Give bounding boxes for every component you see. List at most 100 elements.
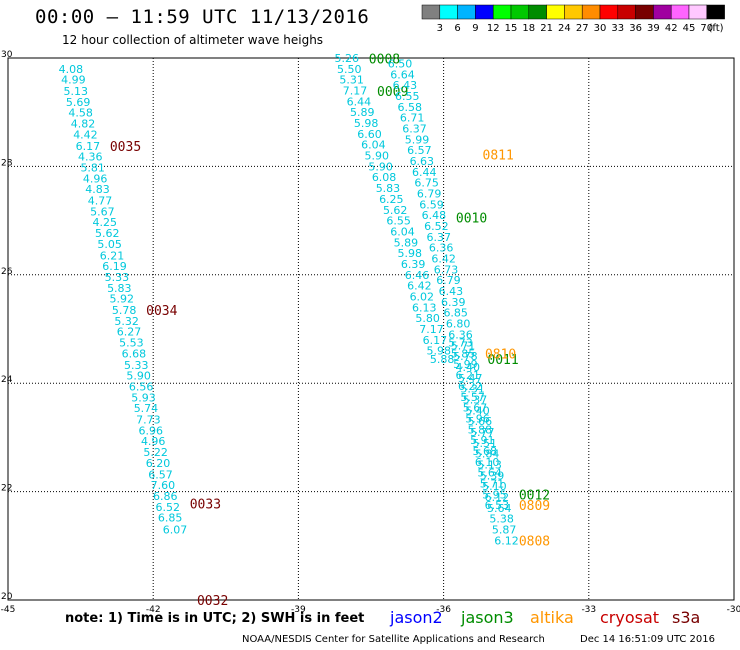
chart-subtitle: 12 hour collection of altimeter wave hei… — [62, 33, 324, 47]
colorbar-label: 45 — [683, 23, 696, 34]
pass-time-label: 0034 — [146, 304, 177, 319]
pass-time-label: 0811 — [483, 148, 514, 163]
swh-value-label: 5.66 — [468, 415, 493, 428]
swh-value-label: 5.31 — [460, 383, 485, 396]
swh-value-label: 5.13 — [64, 85, 89, 98]
swh-value-label: 5.93 — [131, 391, 156, 404]
swh-value-label: 6.27 — [117, 326, 142, 339]
y-tick-label: 28 — [1, 158, 13, 168]
swh-value-label: 5.77 — [470, 426, 495, 439]
x-tick-label: -36 — [436, 605, 451, 615]
swh-value-label: 5.39 — [480, 469, 505, 482]
swh-value-label: 5.69 — [66, 96, 91, 109]
swh-value-label: 7.17 — [419, 323, 444, 336]
swh-value-label: 5.78 — [112, 304, 137, 317]
track-altika: 5.735.855.996.216.225.575.675.965.885.91… — [448, 148, 550, 549]
colorbar-label: 12 — [487, 23, 500, 34]
swh-value-label: 5.74 — [134, 402, 159, 415]
swh-value-label: 6.52 — [424, 220, 449, 233]
swh-value-label: 6.17 — [76, 140, 101, 153]
swh-value-label: 6.21 — [100, 249, 125, 262]
colorbar-swatch — [706, 4, 725, 20]
legend-jason2: jason2 — [390, 608, 443, 627]
swh-value-label: 4.96 — [83, 172, 108, 185]
swh-value-label: 5.92 — [109, 293, 134, 306]
swh-value-label: 6.44 — [347, 95, 372, 108]
swh-value-label: 5.89 — [394, 236, 419, 249]
swh-value-label: 6.86 — [153, 490, 178, 503]
swh-value-label: 6.63 — [410, 155, 435, 168]
swh-value-label: 4.42 — [73, 128, 98, 141]
swh-value-label: 5.73 — [448, 337, 473, 350]
colorbar-label: 6 — [454, 23, 460, 34]
swh-value-label: 6.96 — [139, 424, 164, 437]
y-tick-label: 20 — [1, 592, 13, 602]
swh-value-label: 6.17 — [423, 334, 448, 347]
legend-altika: altika — [530, 608, 574, 627]
swh-value-label: 5.32 — [114, 315, 139, 328]
colorbar-label: 18 — [522, 23, 535, 34]
swh-value-label: 6.12 — [494, 534, 519, 547]
swh-value-label: 5.05 — [97, 238, 122, 251]
swh-value-label: 5.98 — [427, 345, 452, 358]
swh-value-label: 5.26 — [335, 52, 360, 65]
swh-value-label: 7.60 — [151, 479, 176, 492]
swh-value-label: 5.47 — [458, 372, 483, 385]
swh-value-label: 7.17 — [343, 85, 368, 98]
swh-value-label: 5.81 — [80, 161, 105, 174]
colorbar-label: 15 — [505, 23, 518, 34]
swh-value-label: 5.87 — [492, 524, 517, 537]
pass-time-label: 0809 — [519, 499, 550, 514]
swh-value-label: 6.04 — [361, 139, 386, 152]
swh-value-label: 6.53 — [485, 499, 510, 512]
swh-value-label: 6.58 — [397, 101, 422, 114]
swh-value-label: 6.85 — [158, 512, 183, 525]
swh-value-label: 5.84 — [475, 448, 500, 461]
swh-value-label: 5.50 — [337, 63, 362, 76]
swh-value-label: 6.25 — [379, 193, 404, 206]
swh-value-label: 5.13 — [477, 459, 502, 472]
pass-time-label: 0011 — [487, 353, 518, 368]
swh-value-label: 5.90 — [365, 150, 390, 163]
credit-line: NOAA/NESDIS Center for Satellite Applica… — [242, 634, 545, 645]
pass-time-label: 0035 — [110, 140, 141, 155]
x-tick-label: -30 — [727, 605, 740, 615]
track-jason3: 6.506.646.436.556.586.716.375.996.576.63… — [388, 57, 550, 547]
swh-value-label: 5.53 — [119, 337, 144, 350]
swh-value-label: 6.79 — [417, 188, 442, 201]
colorbar-label: 36 — [629, 23, 642, 34]
swh-value-label: 6.42 — [407, 280, 432, 293]
swh-value-label: 4.25 — [93, 216, 118, 229]
swh-value-label: 5.51 — [472, 437, 497, 450]
y-tick-label: 22 — [1, 484, 12, 494]
pass-time-label: 0012 — [519, 488, 550, 503]
swh-value-label: 6.13 — [412, 301, 437, 314]
swh-value-label: 5.10 — [482, 480, 507, 493]
swh-value-label: 5.83 — [107, 282, 132, 295]
swh-value-label: 5.95 — [482, 488, 507, 501]
swh-value-label: 4.40 — [456, 361, 481, 374]
legend-s3a: s3a — [672, 608, 701, 627]
colorbar-label: 24 — [558, 23, 571, 34]
swh-value-label: 4.96 — [141, 435, 166, 448]
swh-value-label: 5.67 — [463, 402, 488, 415]
swh-value-label: 4.82 — [71, 118, 96, 131]
swh-value-label: 6.60 — [357, 128, 382, 141]
swh-value-label: 5.62 — [383, 204, 408, 217]
swh-value-label: 6.79 — [436, 274, 461, 287]
swh-value-label: 5.31 — [339, 74, 364, 87]
swh-value-label: 5.85 — [451, 347, 476, 360]
x-tick-label: -42 — [146, 605, 161, 615]
swh-value-label: 5.68 — [472, 445, 497, 458]
swh-value-label: 5.40 — [465, 404, 490, 417]
legend-cryosat: cryosat — [600, 608, 660, 627]
swh-value-label: 6.21 — [456, 369, 481, 382]
pass-time-label: 0808 — [519, 534, 550, 549]
y-tick-label: 30 — [1, 50, 13, 60]
swh-value-label: 6.59 — [419, 198, 444, 211]
swh-value-label: 6.50 — [388, 57, 413, 70]
swh-value-label: 6.68 — [122, 347, 147, 360]
swh-value-label: 5.64 — [487, 502, 512, 515]
chart-title: 00:00 – 11:59 UTC 11/13/2016 — [35, 6, 370, 28]
